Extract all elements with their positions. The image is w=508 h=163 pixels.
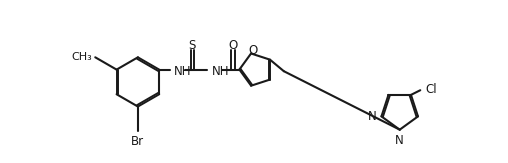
Text: CH₃: CH₃ — [72, 52, 92, 61]
Text: S: S — [188, 39, 196, 52]
Text: NH: NH — [174, 65, 192, 78]
Text: O: O — [248, 44, 257, 57]
Text: N: N — [395, 134, 404, 147]
Text: Cl: Cl — [426, 83, 437, 96]
Text: NH: NH — [212, 65, 229, 78]
Text: Br: Br — [132, 135, 144, 148]
Text: O: O — [229, 39, 238, 52]
Text: N: N — [368, 110, 377, 123]
